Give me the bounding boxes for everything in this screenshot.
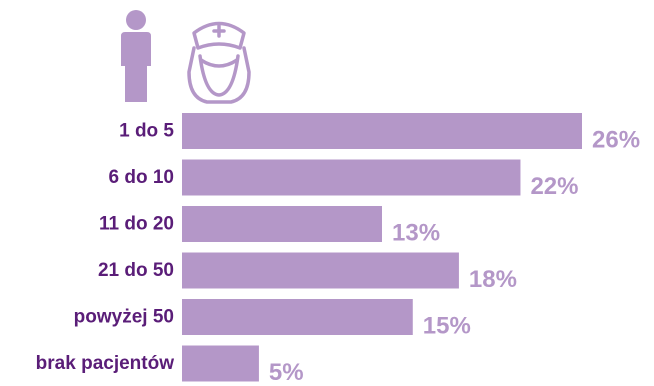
person-icon	[121, 10, 151, 102]
category-label: 21 do 50	[98, 260, 174, 281]
category-label: 11 do 20	[99, 214, 174, 235]
value-label: 5%	[269, 359, 304, 386]
bar	[182, 299, 413, 335]
category-label: 1 do 5	[119, 121, 174, 142]
value-label: 15%	[423, 313, 471, 340]
bar	[182, 345, 259, 382]
nurse-icon	[187, 21, 251, 104]
value-label: 13%	[392, 220, 440, 247]
category-label: powyżej 50	[74, 307, 174, 328]
category-label: brak pacjentów	[36, 353, 175, 374]
category-label: 6 do 10	[109, 167, 174, 188]
bar	[182, 206, 382, 242]
value-label: 18%	[469, 266, 517, 293]
bar	[182, 252, 459, 289]
value-label: 22%	[530, 173, 578, 200]
value-label: 26%	[592, 127, 640, 154]
bar	[182, 159, 521, 196]
bar	[182, 113, 582, 149]
